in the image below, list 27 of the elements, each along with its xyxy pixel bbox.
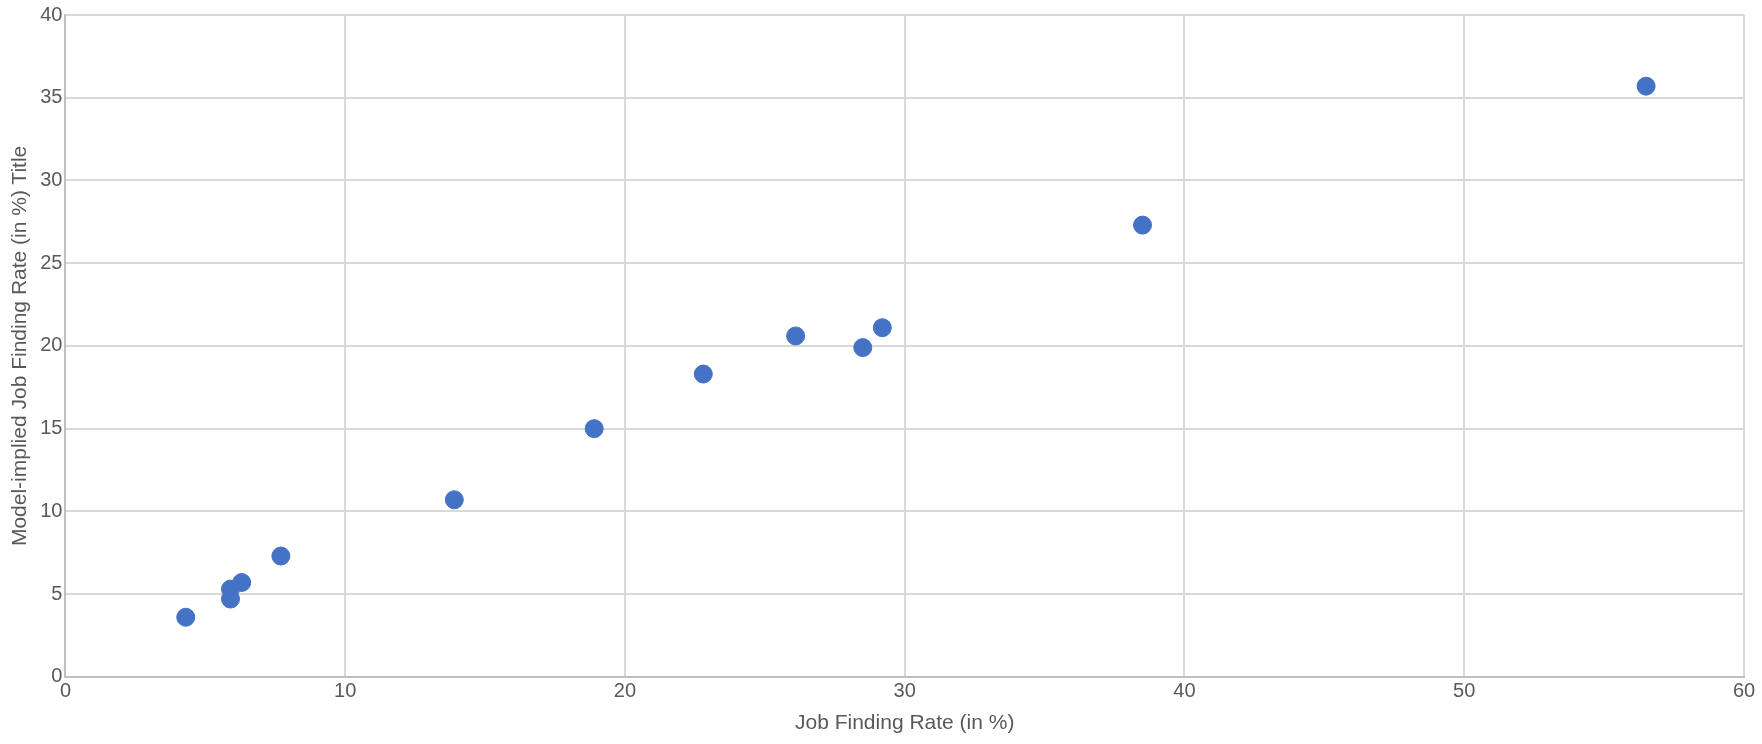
x-axis-title: Job Finding Rate (in %) [795, 710, 1015, 734]
y-tick-label: 20 [40, 333, 63, 356]
point [693, 364, 713, 384]
point [1133, 215, 1153, 235]
y-axis-title: Model-implied Job Finding Rate (in %) Title [7, 145, 31, 547]
point [786, 326, 806, 346]
y-tick-label: 40 [40, 2, 63, 25]
point [1636, 76, 1656, 96]
y-tick-label: 15 [40, 416, 63, 439]
point [872, 318, 892, 338]
x-tick-label: 60 [1732, 679, 1756, 702]
x-tick-label: 50 [1453, 679, 1476, 702]
x-tick-label: 30 [893, 679, 916, 702]
point [271, 546, 291, 566]
y-tick-label: 10 [40, 498, 63, 521]
point [584, 419, 604, 439]
x-tick-label: 20 [613, 679, 637, 702]
point [176, 607, 196, 627]
y-tick-label: 30 [40, 167, 63, 190]
point [232, 572, 252, 592]
point [853, 338, 873, 358]
y-tick-label: 25 [40, 250, 63, 273]
y-tick-label: 5 [51, 581, 63, 604]
y-tick-label: 35 [40, 85, 63, 108]
x-tick-label: 10 [334, 679, 357, 702]
point [444, 490, 464, 510]
x-tick-label: 40 [1173, 679, 1196, 702]
